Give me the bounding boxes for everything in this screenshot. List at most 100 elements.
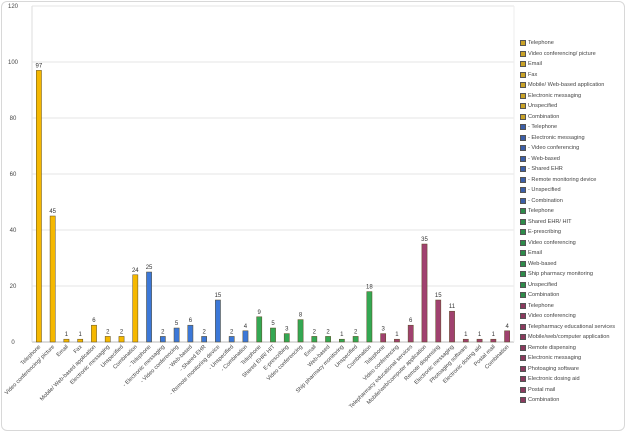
legend-label: Combination [528,113,560,120]
legend-swatch-icon [520,302,526,309]
legend-item: - Remote monitoring device [520,175,624,186]
legend-label: Fax [528,71,538,78]
bar-value-label: 11 [449,304,456,310]
legend-label: Combination [528,397,560,404]
bar-value-label: 97 [36,63,43,69]
legend-label: - Video conferencing [528,145,580,152]
bar-value-label: 1 [464,332,468,338]
bar [132,274,139,343]
y-tick-label: 80 [10,116,17,122]
legend-label: - Remote monitoring device [528,176,597,183]
legend-swatch-icon [520,40,526,47]
bar-value-label: 6 [189,318,193,324]
legend-swatch-icon [520,50,526,57]
bar [366,291,373,343]
legend-item: Fax [520,70,624,81]
legend-item: Shared EHR/ HIT [520,217,624,228]
bar-value-label: 24 [132,268,139,274]
bar-value-label: 5 [175,321,179,327]
legend-item: - Electronic messaging [520,133,624,144]
legend-label: - Electronic messaging [528,134,585,141]
legend-swatch-icon [520,313,526,320]
legend-label: Telepharmacy educational services [528,323,616,330]
bar [77,338,84,343]
bar [63,338,70,343]
bar [504,330,510,343]
bar-value-label: 1 [478,332,482,338]
legend-item: Telephone [520,206,624,217]
legend-item: Video conferencing/ picture [520,49,624,60]
legend-swatch-icon [520,292,526,299]
bar [146,271,152,343]
bar-value-label: 2 [313,329,317,335]
bar [49,215,56,343]
legend-item: Telephone [520,301,624,312]
legend-item: Unspecified [520,280,624,291]
bar [256,316,263,343]
legend-swatch-icon [520,365,526,372]
legend-label: Mobile/web/computer application [528,334,610,341]
legend-label: Combination [528,292,560,299]
legend-label: - Combination [528,197,563,204]
legend-swatch-icon [520,281,526,288]
bar [91,324,97,343]
bar [435,299,442,343]
legend-item: Remote dispensing [520,343,624,354]
legend-label: Ship pharmacy monitoring [528,271,593,278]
bar [187,324,194,343]
x-tick-label: Fax [73,344,84,355]
legend-item: Electronic dosing aid [520,374,624,385]
legend-item: Mobile/web/computer application [520,332,624,343]
bar-value-label: 6 [409,318,413,324]
legend-item: Photoaging software [520,364,624,375]
legend-label: Unspecified [528,281,558,288]
legend-swatch-icon [520,92,526,99]
legend-swatch-icon [520,397,526,404]
legend-swatch-icon [520,71,526,78]
y-axis: 0 20 40 60 80 100 120 [8,4,19,346]
legend-label: - Unspecified [528,187,561,194]
bar [407,324,414,343]
bar [297,319,304,343]
legend-swatch-icon [520,155,526,162]
bar-value-label: 8 [299,313,303,319]
legend-swatch-icon [520,166,526,173]
legend-label: E-prescribing [528,229,561,236]
bar [283,333,290,343]
legend-item: Mobile/ Web-based application [520,80,624,91]
legend-label: Electronic dosing aid [528,376,580,383]
legend-label: Electronic messaging [528,92,582,99]
legend: Telephone Video conferencing/ picture Emai… [520,38,624,406]
bar-value-label: 9 [258,310,262,316]
bar-value-label: 15 [435,293,442,299]
bar-value-label: 18 [366,285,373,291]
legend-item: Email [520,59,624,70]
bar [270,327,276,343]
bar-value-label: 1 [340,332,344,338]
bar [311,336,318,343]
legend-label: Telephone [528,302,554,309]
legend-label: Web-based [528,260,557,267]
bar-value-label: 5 [271,321,275,327]
legend-item: Combination [520,112,624,123]
bar-value-label: 35 [421,237,428,243]
bar [421,243,428,343]
bar [352,336,359,343]
bar [36,70,42,343]
bar-value-label: 2 [326,329,330,335]
legend-swatch-icon [520,103,526,110]
legend-label: Shared EHR/ HIT [528,218,572,225]
legend-item: Video conferencing [520,311,624,322]
legend-swatch-icon [520,145,526,152]
legend-swatch-icon [520,187,526,194]
legend-item: Telephone [520,38,624,49]
bar-value-label: 2 [161,329,165,335]
legend-item: - Combination [520,196,624,207]
bar [325,336,331,343]
legend-label: Mobile/ Web-based application [528,82,605,89]
bar [476,338,483,343]
legend-swatch-icon [520,197,526,204]
bar [159,336,166,343]
y-tick-label: 40 [10,228,17,234]
